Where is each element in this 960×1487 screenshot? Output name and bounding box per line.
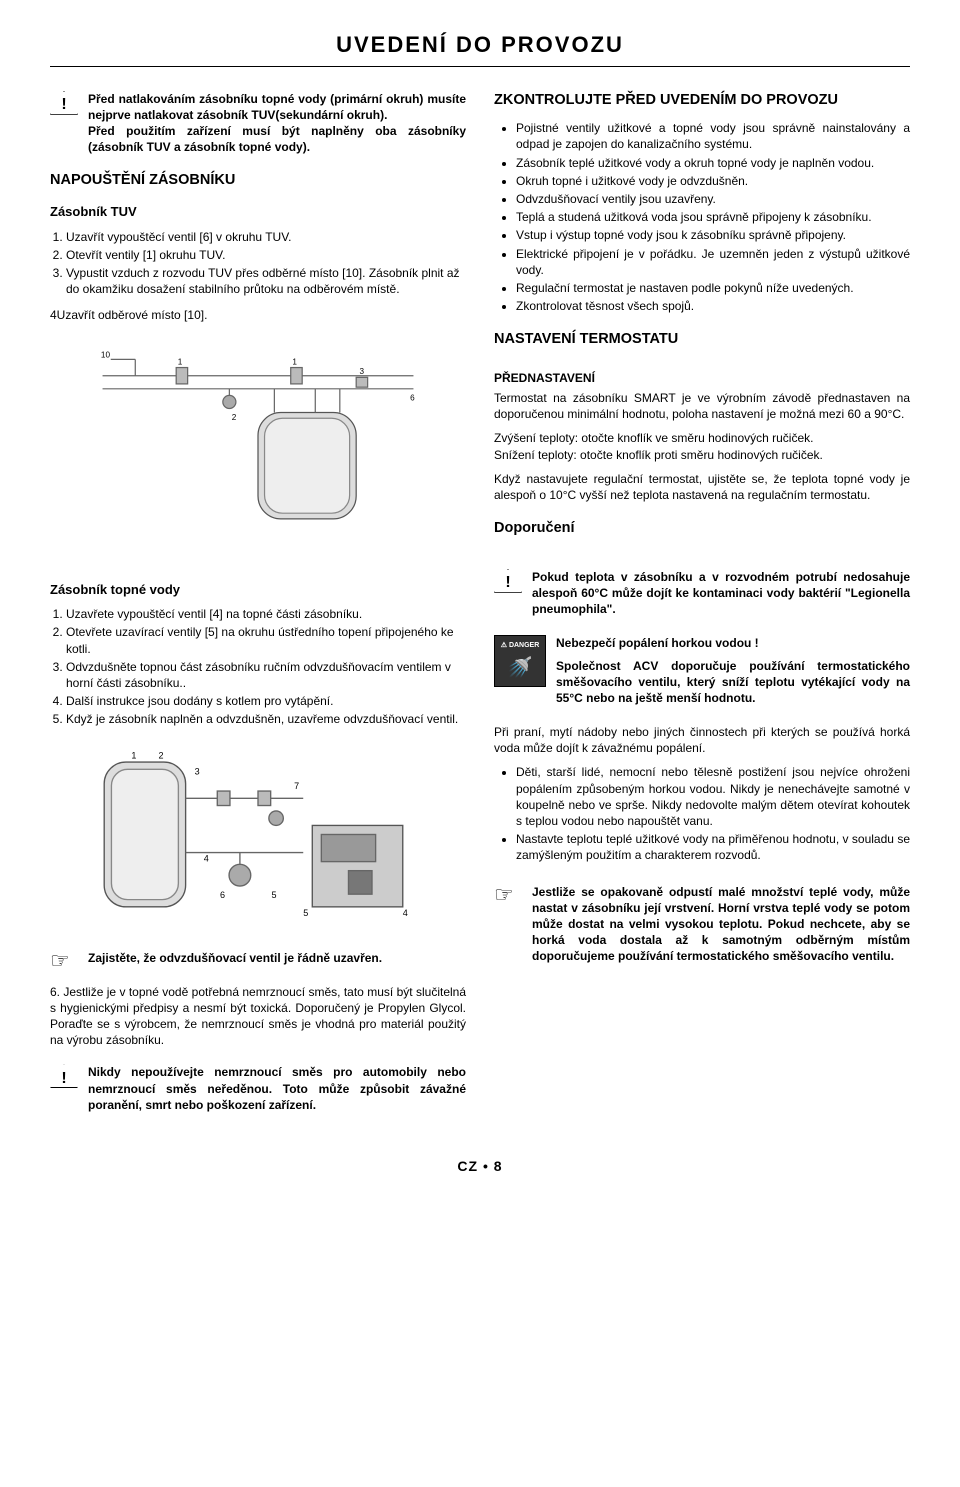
svg-text:1: 1 bbox=[178, 358, 183, 367]
svg-text:7: 7 bbox=[294, 781, 299, 791]
heating-steps-list: Uzavřete vypouštěcí ventil [4] na topné … bbox=[66, 606, 466, 727]
preset-body: Termostat na zásobníku SMART je ve výrob… bbox=[494, 390, 910, 422]
list-item: Nastavte teplotu teplé užitkové vody na … bbox=[516, 831, 910, 863]
diagram-system: 1 2 3 7 4 6 5 4 5 bbox=[50, 744, 466, 934]
list-item: Odvzdušněte topnou část zásobníku ručním… bbox=[66, 659, 466, 691]
section-check-heading: ZKONTROLUJTE PŘED UVEDENÍM DO PROVOZU bbox=[494, 91, 910, 111]
note-repeat-text: Jestliže se opakovaně odpustí malé množs… bbox=[532, 884, 910, 965]
hand-icon: ☞ bbox=[50, 950, 78, 972]
list-item: Uzavřít vypouštěcí ventil [6] v okruhu T… bbox=[66, 229, 466, 245]
list-item: Vstup i výstup topné vody jsou k zásobní… bbox=[516, 227, 910, 243]
svg-text:6: 6 bbox=[410, 394, 415, 403]
check-list: Pojistné ventily užitkové a topné vody j… bbox=[516, 120, 910, 314]
danger-body: Společnost ACV doporučuje používání term… bbox=[556, 658, 910, 707]
diagram-top-connection: 10 1 1 2 3 6 bbox=[50, 343, 466, 523]
list-item: Děti, starší lidé, nemocní nebo tělesně … bbox=[516, 764, 910, 829]
svg-text:2: 2 bbox=[232, 413, 237, 422]
warning-2-text: Nikdy nepoužívejte nemrznoucí směs pro a… bbox=[88, 1064, 466, 1113]
note-vent: ☞ Zajistěte, že odvzdušňovací ventil je … bbox=[50, 950, 466, 972]
warning-1: ! Před natlakováním zásobníku topné vody… bbox=[50, 91, 466, 156]
warning-3: ! Pokud teplota v zásobníku a v rozvodné… bbox=[494, 569, 910, 618]
hand-icon: ☞ bbox=[494, 884, 522, 906]
warning-icon: ! bbox=[494, 569, 522, 593]
list-item: Teplá a studená užitková voda jsou správ… bbox=[516, 209, 910, 225]
svg-text:4: 4 bbox=[403, 908, 408, 918]
section-thermostat-heading: NASTAVENÍ TERMOSTATU bbox=[494, 330, 910, 350]
page-footer: CZ • 8 bbox=[50, 1157, 910, 1176]
list-item: Zásobník teplé užitkové vody a okruh top… bbox=[516, 155, 910, 171]
svg-text:5: 5 bbox=[272, 889, 277, 899]
wash-intro: Při praní, mytí nádoby nebo jiných činno… bbox=[494, 724, 910, 756]
list-item: Odvzdušňovací ventily jsou uzavřeny. bbox=[516, 191, 910, 207]
note-repeat: ☞ Jestliže se opakovaně odpustí malé mno… bbox=[494, 884, 910, 965]
list-item: Zkontrolovat těsnost všech spojů. bbox=[516, 298, 910, 314]
sub-heating-heading: Zásobník topné vody bbox=[50, 581, 466, 599]
svg-text:5: 5 bbox=[303, 908, 308, 918]
warning-icon: ! bbox=[50, 91, 78, 115]
tuv-steps-list: Uzavřít vypouštěcí ventil [6] v okruhu T… bbox=[66, 229, 466, 298]
recommendation-heading: Doporučení bbox=[494, 519, 910, 539]
upper-columns: ! Před natlakováním zásobníku topné vody… bbox=[50, 91, 910, 549]
svg-text:1: 1 bbox=[131, 750, 136, 760]
list-item: Okruh topné i užitkové vody je odvzdušně… bbox=[516, 173, 910, 189]
danger-heading: Nebezpečí popálení horkou vodou ! bbox=[556, 635, 910, 651]
temp-increase: Zvýšení teploty: otočte knoflík ve směru… bbox=[494, 430, 910, 446]
warning-icon: ! bbox=[50, 1064, 78, 1088]
list-item: Elektrické připojení je v pořádku. Je uz… bbox=[516, 246, 910, 278]
lower-right: ! Pokud teplota v zásobníku a v rozvodné… bbox=[494, 569, 910, 1127]
note-vent-text: Zajistěte, že odvzdušňovací ventil je řá… bbox=[88, 950, 382, 966]
temp-decrease: Snížení teploty: otočte knoflík proti sm… bbox=[494, 447, 910, 463]
tuv-step-4: 4Uzavřít odběrové místo [10]. bbox=[50, 307, 466, 323]
svg-text:3: 3 bbox=[359, 368, 364, 377]
regulation-note: Když nastavujete regulační termostat, uj… bbox=[494, 471, 910, 503]
warning-2: ! Nikdy nepoužívejte nemrznoucí směs pro… bbox=[50, 1064, 466, 1113]
title-rule bbox=[50, 66, 910, 67]
list-item: Otevřít ventily [1] okruhu TUV. bbox=[66, 247, 466, 263]
list-item: Vypustit vzduch z rozvodu TUV přes odběr… bbox=[66, 265, 466, 297]
svg-text:1: 1 bbox=[292, 358, 297, 367]
list-item: Uzavřete vypouštěcí ventil [4] na topné … bbox=[66, 606, 466, 622]
svg-text:3: 3 bbox=[195, 766, 200, 776]
section-fill-heading: NAPOUŠTĚNÍ ZÁSOBNÍKU bbox=[50, 171, 466, 191]
warning-3-text: Pokud teplota v zásobníku a v rozvodném … bbox=[532, 569, 910, 618]
svg-text:2: 2 bbox=[158, 750, 163, 760]
svg-text:4: 4 bbox=[204, 853, 209, 863]
list-item: Regulační termostat je nastaven podle po… bbox=[516, 280, 910, 296]
lower-left: Zásobník topné vody Uzavřete vypouštěcí … bbox=[50, 569, 466, 1127]
lower-columns: Zásobník topné vody Uzavřete vypouštěcí … bbox=[50, 569, 910, 1127]
danger-icon: ⚠ DANGER 🚿 bbox=[494, 635, 546, 687]
sub-tuv-heading: Zásobník TUV bbox=[50, 203, 466, 221]
right-column: ZKONTROLUJTE PŘED UVEDENÍM DO PROVOZU Po… bbox=[494, 91, 910, 549]
danger-block: ⚠ DANGER 🚿 Nebezpečí popálení horkou vod… bbox=[494, 635, 910, 706]
svg-text:10: 10 bbox=[101, 351, 111, 360]
wash-bullets: Děti, starší lidé, nemocní nebo tělesně … bbox=[516, 764, 910, 863]
svg-text:6: 6 bbox=[220, 889, 225, 899]
page-title: UVEDENÍ DO PROVOZU bbox=[50, 30, 910, 60]
list-item: Otevřete uzavírací ventily [5] na okruhu… bbox=[66, 624, 466, 656]
list-item: Když je zásobník naplněn a odvzdušněn, u… bbox=[66, 711, 466, 727]
preset-label: PŘEDNASTAVENÍ bbox=[494, 370, 910, 386]
list-item: Pojistné ventily užitkové a topné vody j… bbox=[516, 120, 910, 152]
warning-1-text: Před natlakováním zásobníku topné vody (… bbox=[88, 91, 466, 156]
left-column: ! Před natlakováním zásobníku topné vody… bbox=[50, 91, 466, 549]
list-item: Další instrukce jsou dodány s kotlem pro… bbox=[66, 693, 466, 709]
step-6: 6. Jestliže je v topné vodě potřebná nem… bbox=[50, 984, 466, 1049]
